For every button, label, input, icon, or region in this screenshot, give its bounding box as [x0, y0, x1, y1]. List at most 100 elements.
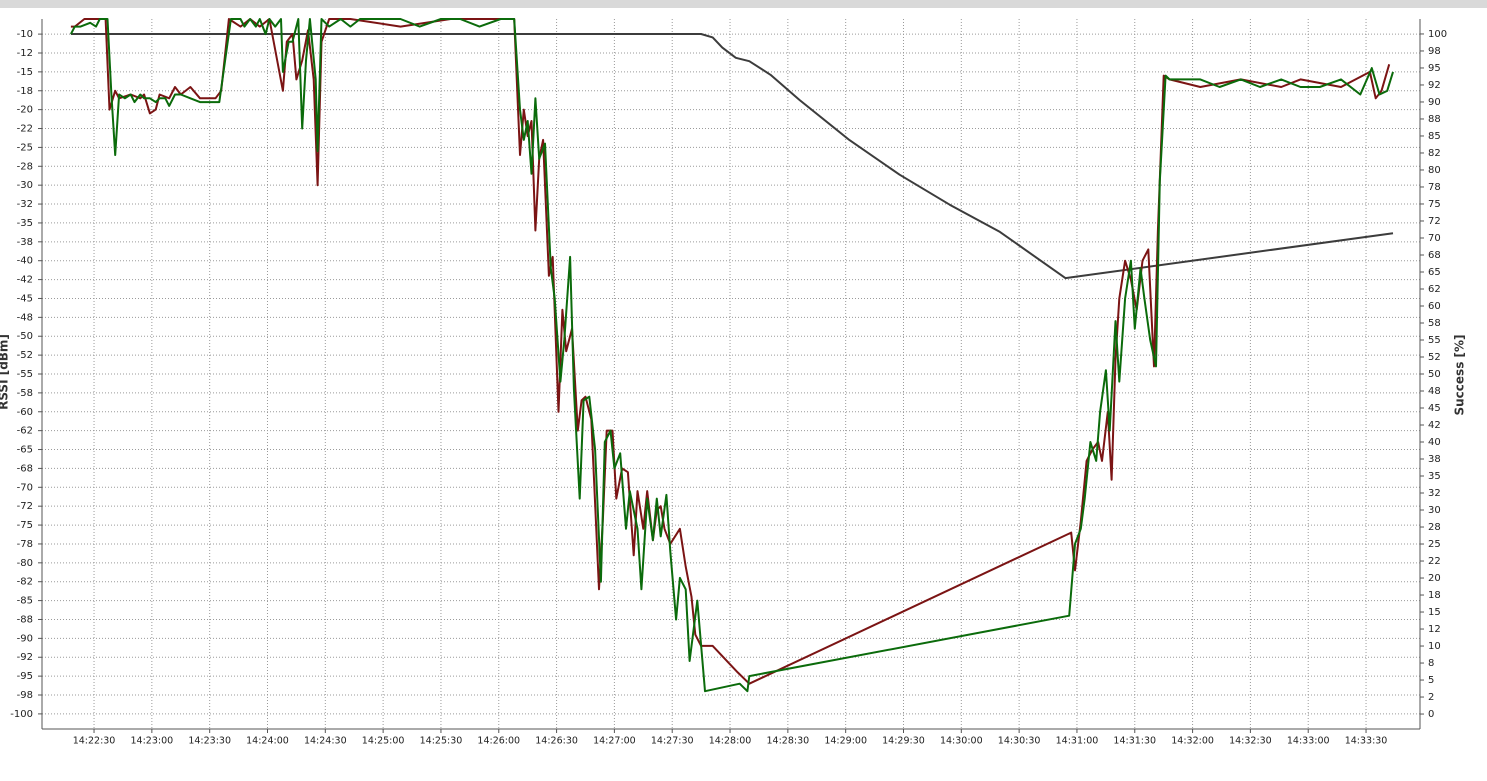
- y-tick-label: -85: [17, 596, 33, 607]
- y-tick-label: -75: [17, 520, 33, 531]
- y2-tick-label: 2: [1428, 692, 1434, 703]
- y2-tick-label: 45: [1428, 403, 1441, 414]
- y2-tick-label: 98: [1428, 46, 1441, 57]
- x-tick-label: 14:33:00: [1287, 736, 1330, 747]
- x-tick-label: 14:25:30: [420, 736, 463, 747]
- y2-tick-label: 20: [1428, 573, 1441, 584]
- y2-tick-label: 90: [1428, 97, 1441, 108]
- x-tick-label: 14:27:00: [593, 736, 636, 747]
- y2-tick-label: 25: [1428, 539, 1441, 550]
- x-tick-label: 14:24:30: [304, 736, 347, 747]
- top-bar: [0, 0, 1487, 8]
- y2-tick-label: 75: [1428, 199, 1441, 210]
- y-tick-label: -20: [17, 105, 33, 116]
- x-tick-label: 14:31:00: [1056, 736, 1099, 747]
- y2-tick-label: 40: [1428, 437, 1441, 448]
- y-tick-label: -98: [17, 690, 33, 701]
- y2-tick-label: 48: [1428, 386, 1441, 397]
- x-tick-label: 14:26:00: [477, 736, 520, 747]
- y-tick-label: -40: [17, 256, 33, 267]
- y-tick-label: -95: [17, 671, 33, 682]
- plot: [70, 18, 1394, 693]
- x-tick-label: 14:32:00: [1171, 736, 1214, 747]
- y2-axis-title: Success [%]: [1453, 334, 1467, 415]
- y-tick-label: -82: [17, 577, 33, 588]
- x-tick-label: 14:23:00: [131, 736, 174, 747]
- y2-tick-label: 62: [1428, 284, 1441, 295]
- y2-tick-label: 10: [1428, 641, 1441, 652]
- y-tick-label: -28: [17, 161, 33, 172]
- x-tick-label: 14:28:30: [767, 736, 810, 747]
- x-tick-label: 14:23:30: [188, 736, 231, 747]
- y2-tick-label: 8: [1428, 658, 1434, 669]
- y-tick-label: -88: [17, 614, 33, 625]
- y-tick-label: -32: [17, 199, 33, 210]
- y2-tick-label: 95: [1428, 63, 1441, 74]
- grid: [42, 19, 1420, 729]
- y2-tick-label: 88: [1428, 114, 1441, 125]
- y-tick-label: -55: [17, 369, 33, 380]
- x-tick-label: 14:25:00: [362, 736, 405, 747]
- y-tick-label: -58: [17, 388, 33, 399]
- series-line: [70, 18, 1391, 685]
- x-tick-label: 14:22:30: [73, 736, 116, 747]
- y2-tick-label: 60: [1428, 301, 1441, 312]
- y-tick-label: -72: [17, 501, 33, 512]
- x-tick-label: 14:31:30: [1113, 736, 1156, 747]
- y2-tick-label: 55: [1428, 335, 1441, 346]
- y2-tick-label: 65: [1428, 267, 1441, 278]
- y-tick-label: -52: [17, 350, 33, 361]
- x-tick-label: 14:32:30: [1229, 736, 1272, 747]
- y2-tick-label: 42: [1428, 420, 1441, 431]
- x-tick-label: 14:24:00: [246, 736, 289, 747]
- y2-tick-label: 5: [1428, 675, 1434, 686]
- y-tick-label: -50: [17, 331, 33, 342]
- y-tick-label: -35: [17, 218, 33, 229]
- y-tick-label: -78: [17, 539, 33, 550]
- y2-tick-label: 52: [1428, 352, 1441, 363]
- y2-tick-label: 100: [1428, 29, 1447, 40]
- y-tick-label: -70: [17, 482, 33, 493]
- y2-tick-label: 15: [1428, 607, 1441, 618]
- y2-tick-label: 0: [1428, 709, 1434, 720]
- y2-tick-label: 80: [1428, 165, 1441, 176]
- y-tick-label: -30: [17, 180, 33, 191]
- y2-tick-label: 72: [1428, 216, 1441, 227]
- y-tick-label: -18: [17, 86, 33, 97]
- y-axis-title: RSSI [dBm]: [0, 334, 11, 410]
- y-tick-label: -92: [17, 652, 33, 663]
- x-tick-label: 14:27:30: [651, 736, 694, 747]
- y2-tick-label: 58: [1428, 318, 1441, 329]
- y-tick-label: -62: [17, 426, 33, 437]
- y-tick-label: -22: [17, 124, 33, 135]
- x-tick-label: 14:29:30: [882, 736, 925, 747]
- y-tick-label: -15: [17, 67, 33, 78]
- x-tick-label: 14:26:30: [535, 736, 578, 747]
- y-tick-label: -10: [17, 29, 33, 40]
- y-tick-label: -90: [17, 633, 33, 644]
- x-tick-label: 14:30:30: [998, 736, 1041, 747]
- y-tick-label: -65: [17, 445, 33, 456]
- y-tick-label: -80: [17, 558, 33, 569]
- series-line: [70, 18, 1394, 693]
- y-tick-label: -12: [17, 48, 33, 59]
- y-tick-label: -45: [17, 293, 33, 304]
- y2-tick-label: 35: [1428, 471, 1441, 482]
- y-tick-label: -38: [17, 237, 33, 248]
- y2-tick-label: 12: [1428, 624, 1441, 635]
- y2-tick-label: 22: [1428, 556, 1441, 567]
- y2-tick-label: 68: [1428, 250, 1441, 261]
- y-tick-label: -68: [17, 463, 33, 474]
- y2-tick-label: 28: [1428, 522, 1441, 533]
- x-tick-label: 14:29:00: [824, 736, 867, 747]
- x-tick-label: 14:33:30: [1345, 736, 1388, 747]
- y2-tick-label: 78: [1428, 182, 1441, 193]
- y-tick-label: -60: [17, 407, 33, 418]
- y2-tick-label: 50: [1428, 369, 1441, 380]
- y2-tick-label: 70: [1428, 233, 1441, 244]
- ticks: -10 -12 -15 -18 -20 -22 -25 -28 -30 -32 -35 -38 -40 -…: [10, 29, 1447, 747]
- y2-tick-label: 18: [1428, 590, 1441, 601]
- y2-tick-label: 92: [1428, 80, 1441, 91]
- y2-tick-label: 82: [1428, 148, 1441, 159]
